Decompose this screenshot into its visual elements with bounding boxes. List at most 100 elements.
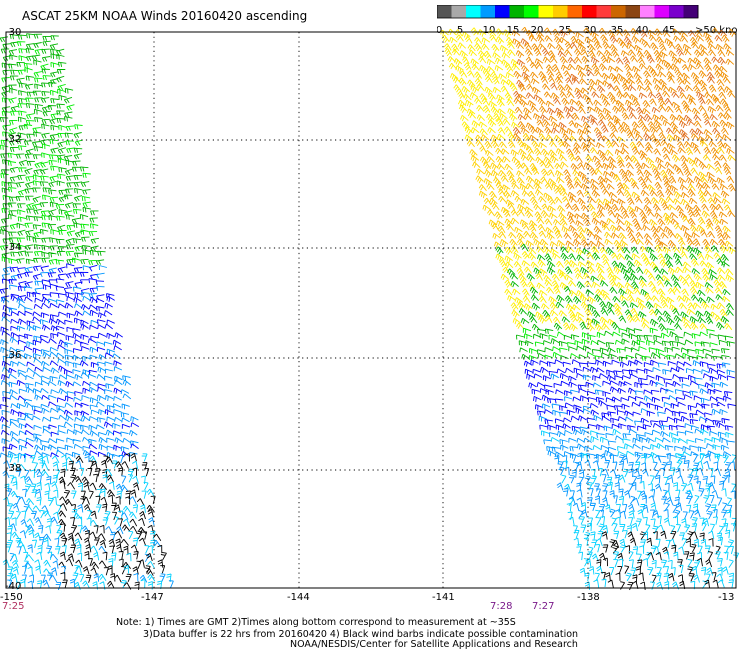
wind-barb — [711, 403, 720, 409]
wind-barb — [531, 302, 541, 311]
wind-barb — [697, 316, 707, 324]
wind-barb — [470, 127, 480, 134]
wind-barb — [9, 266, 19, 273]
wind-barb — [593, 415, 602, 422]
wind-barb — [96, 305, 105, 312]
wind-barb — [659, 51, 668, 59]
wind-barb — [24, 296, 33, 302]
wind-barb — [680, 415, 690, 422]
wind-barb — [544, 328, 554, 335]
wind-barb — [537, 349, 546, 355]
wind-barb — [664, 566, 670, 575]
wind-barb — [719, 436, 728, 443]
wind-barb — [595, 544, 601, 553]
wind-barb — [666, 416, 676, 422]
wind-barb — [661, 147, 670, 154]
wind-barb — [9, 110, 19, 116]
wind-barb — [639, 436, 648, 443]
wind-barb — [10, 251, 19, 257]
wind-barb — [694, 377, 703, 383]
wind-barb — [713, 197, 722, 204]
wind-barb — [635, 238, 644, 245]
wind-barb — [617, 125, 626, 134]
wind-barb — [483, 197, 492, 206]
wind-barb — [567, 216, 576, 225]
wind-barb — [18, 48, 27, 54]
wind-barb — [627, 581, 634, 591]
wind-barb — [126, 552, 132, 562]
wind-barb — [681, 100, 690, 109]
wind-barb — [607, 347, 616, 354]
wind-barb — [652, 525, 659, 535]
wind-barb — [148, 517, 155, 526]
wind-barb — [598, 373, 608, 379]
wind-barb — [15, 348, 25, 354]
wind-barb — [48, 279, 57, 285]
wind-barb — [585, 317, 595, 325]
wind-barb — [682, 78, 691, 85]
wind-barb — [59, 480, 66, 490]
wind-barb — [673, 223, 682, 231]
wind-barb — [641, 355, 651, 361]
wind-barb — [545, 389, 554, 395]
wind-barb — [704, 437, 713, 443]
wind-barb — [592, 155, 601, 162]
wind-barb — [657, 71, 667, 78]
wind-barb — [74, 139, 84, 147]
wind-barb — [699, 323, 708, 331]
wind-barb — [522, 133, 531, 142]
wind-barb — [602, 259, 610, 267]
wind-barb — [494, 211, 503, 220]
wind-barb — [104, 302, 113, 309]
wind-barb — [672, 198, 682, 205]
wind-barb — [652, 203, 661, 212]
wind-barb — [686, 495, 693, 505]
wind-barb — [504, 288, 513, 296]
wind-barb — [497, 127, 506, 135]
wind-barb — [51, 567, 58, 576]
wind-barb — [656, 443, 665, 450]
wind-barb — [683, 322, 692, 330]
wind-barb — [693, 475, 699, 485]
wind-barb — [72, 348, 82, 354]
wind-barb — [518, 148, 527, 157]
wind-barb — [140, 579, 146, 588]
wind-barb — [74, 245, 83, 252]
wind-barb — [139, 511, 146, 520]
wind-barb — [588, 114, 598, 123]
wind-barb — [98, 443, 108, 450]
wind-barb — [49, 175, 58, 182]
wind-barb — [544, 419, 553, 425]
wind-barb — [628, 333, 638, 340]
wind-barb — [49, 196, 59, 203]
wind-barb — [496, 133, 506, 141]
wind-barb — [616, 37, 625, 46]
wind-barb — [25, 43, 35, 49]
wind-barb — [596, 432, 605, 438]
wind-barb — [469, 92, 479, 99]
wind-barb — [601, 253, 610, 262]
wind-barb — [568, 224, 577, 233]
wind-barb — [723, 112, 732, 121]
wind-barb — [594, 160, 603, 169]
wind-barb — [57, 397, 66, 403]
wind-barb — [57, 293, 67, 298]
wind-barb — [474, 78, 483, 87]
wind-barb — [693, 114, 702, 122]
wind-barb — [17, 417, 26, 423]
wind-barb — [544, 126, 553, 135]
wind-barb — [720, 348, 730, 354]
wind-barb — [121, 461, 129, 469]
wind-barb — [663, 226, 673, 234]
wind-barb — [699, 331, 708, 337]
wind-barb — [554, 359, 563, 365]
wind-barb — [16, 546, 22, 555]
wind-barb — [698, 171, 707, 180]
wind-barb — [39, 202, 49, 208]
wind-barb — [549, 212, 558, 219]
wind-barb — [32, 415, 41, 421]
wind-barb — [616, 73, 625, 82]
wind-barb — [23, 353, 33, 360]
wind-barb — [33, 409, 42, 415]
wind-barb — [17, 216, 27, 222]
